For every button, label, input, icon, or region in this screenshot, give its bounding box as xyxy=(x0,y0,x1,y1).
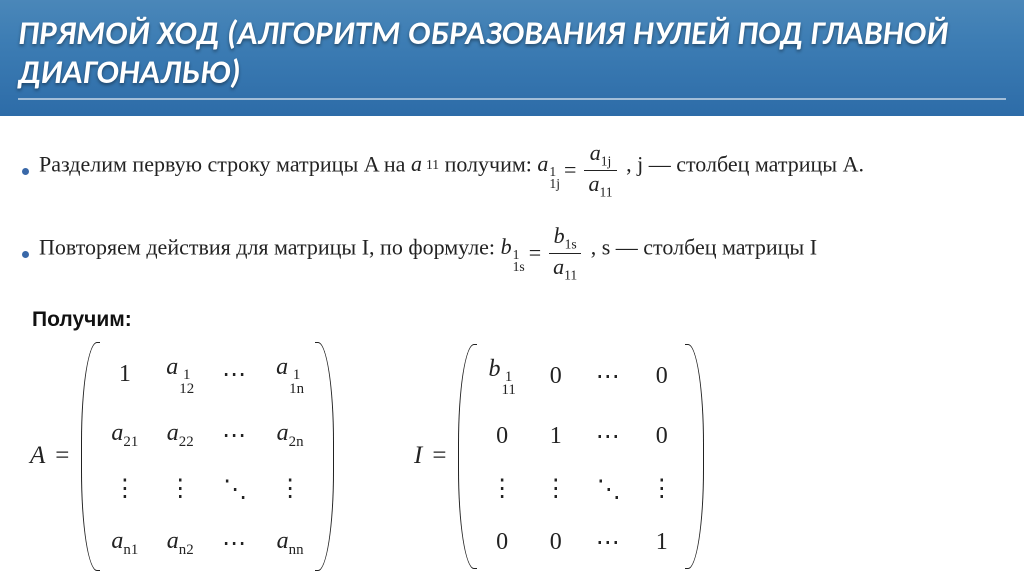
matrix-cell: 1 xyxy=(636,516,688,569)
slide-title: ПРЯМОЙ ХОД (АЛГОРИТМ ОБРАЗОВАНИЯ НУЛЕЙ П… xyxy=(18,14,1006,92)
den1-base: a xyxy=(588,171,599,196)
matrix-row: 00⋯1 xyxy=(474,516,687,569)
matrix-cell: a22 xyxy=(152,408,208,463)
num2-sub: 1s xyxy=(565,236,577,251)
matrix-cell: ⋱ xyxy=(582,463,636,516)
left-paren-icon xyxy=(456,344,474,569)
num1-sub: 1j xyxy=(601,153,612,168)
matrix-I-eq: = xyxy=(432,442,446,470)
matrix-cell: a11n xyxy=(262,342,318,408)
matrix-cell: ⋮ xyxy=(636,463,688,516)
matrix-cell: 0 xyxy=(636,410,688,463)
matrix-cell: ⋮ xyxy=(474,463,529,516)
lhs2-sub: 1s xyxy=(513,261,525,273)
matrix-cell: ⋯ xyxy=(582,516,636,569)
den2-sub: 11 xyxy=(564,267,577,282)
right-paren-icon xyxy=(688,344,706,569)
bullet-2: Повторяем действия для матрицы I, по фор… xyxy=(22,225,1002,282)
matrix-A-eq: = xyxy=(55,442,69,470)
matrix-cell: b111 xyxy=(474,344,529,410)
matrix-cell: 0 xyxy=(530,516,582,569)
bullet-2-text: Повторяем действия для матрицы I, по фор… xyxy=(39,225,817,282)
matrix-cell: 0 xyxy=(530,344,582,410)
matrix-I-parens: b1110⋯001⋯0⋮⋮⋱⋮00⋯1 xyxy=(456,344,705,569)
divisor-base: a xyxy=(411,151,422,176)
bullet-1: Разделим первую строку матрицы A на a11 … xyxy=(22,142,1002,199)
matrix-A-label: A xyxy=(30,442,45,470)
matrix-cell: ⋯ xyxy=(582,410,636,463)
matrix-cell: an2 xyxy=(152,516,208,571)
matrix-cell: ⋯ xyxy=(208,516,262,571)
lhs1-base: a xyxy=(537,151,548,176)
matrix-cell: 1 xyxy=(530,410,582,463)
bullet-2-pre: Повторяем действия для матрицы I, по фор… xyxy=(39,234,501,259)
num1-base: a xyxy=(590,140,601,165)
matrix-cell: 0 xyxy=(636,344,688,410)
bullet-1-mid: получим: xyxy=(445,151,538,176)
bullet-1-frac: a1j a11 xyxy=(584,142,616,199)
matrix-cell: ⋮ xyxy=(262,463,318,516)
bullet-2-frac: b1s a11 xyxy=(549,225,581,282)
matrix-A-parens: 1a112⋯a11na21a22⋯a2n⋮⋮⋱⋮an1an2⋯ann xyxy=(79,342,336,571)
lhs1-sub: 1j xyxy=(549,178,560,190)
matrix-cell: ⋮ xyxy=(97,463,152,516)
bullet-dot-icon xyxy=(22,168,29,175)
bullet-1-divisor: a11 xyxy=(411,150,439,179)
matrix-cell: a112 xyxy=(152,342,208,408)
right-paren-icon xyxy=(318,342,336,571)
bullet-1-post: , j — столбец матрицы A. xyxy=(626,151,864,176)
header-underline xyxy=(18,98,1006,100)
left-paren-icon xyxy=(79,342,97,571)
lhs2-base: b xyxy=(501,234,512,259)
matrix-row: 01⋯0 xyxy=(474,410,687,463)
matrix-row: ⋮⋮⋱⋮ xyxy=(97,463,318,516)
matrix-cell: 0 xyxy=(474,516,529,569)
divisor-sub: 11 xyxy=(426,156,439,174)
matrix-cell: ann xyxy=(262,516,318,571)
matrix-cell: ⋯ xyxy=(582,344,636,410)
result-label: Получим: xyxy=(32,308,1002,332)
matrix-cell: ⋮ xyxy=(530,463,582,516)
matrix-cell: ⋮ xyxy=(152,463,208,516)
bullet-1-pre: Разделим первую строку матрицы A на xyxy=(39,151,411,176)
bullet-dot-icon xyxy=(22,251,29,258)
matrix-row: 1a112⋯a11n xyxy=(97,342,318,408)
num2-base: b xyxy=(554,223,565,248)
matrix-row: an1an2⋯ann xyxy=(97,516,318,571)
slide-header: ПРЯМОЙ ХОД (АЛГОРИТМ ОБРАЗОВАНИЯ НУЛЕЙ П… xyxy=(0,0,1024,116)
matrix-row: b1110⋯0 xyxy=(474,344,687,410)
matrix-A-equation: A = 1a112⋯a11na21a22⋯a2n⋮⋮⋱⋮an1an2⋯ann xyxy=(30,342,336,571)
matrix-cell: a2n xyxy=(262,408,318,463)
bullet-1-lhs: a11j = a1j a11 xyxy=(537,142,620,199)
matrix-I-table: b1110⋯001⋯0⋮⋮⋱⋮00⋯1 xyxy=(474,344,687,569)
matrix-row: a21a22⋯a2n xyxy=(97,408,318,463)
matrix-row: ⋮⋮⋱⋮ xyxy=(474,463,687,516)
den1-sub: 11 xyxy=(599,184,612,199)
bullet-2-post: , s — столбец матрицы I xyxy=(591,234,817,259)
matrices-row: A = 1a112⋯a11na21a22⋯a2n⋮⋮⋱⋮an1an2⋯ann I… xyxy=(22,342,1002,571)
matrix-cell: 1 xyxy=(97,342,152,408)
bullet-1-text: Разделим первую строку матрицы A на a11 … xyxy=(39,142,864,199)
matrix-I-equation: I = b1110⋯001⋯0⋮⋮⋱⋮00⋯1 xyxy=(414,344,706,569)
eq-sign-2: = xyxy=(529,239,541,268)
bullet-2-lhs: b11s = b1s a11 xyxy=(501,225,586,282)
den2-base: a xyxy=(553,254,564,279)
matrix-cell: ⋯ xyxy=(208,342,262,408)
slide-body: Разделим первую строку матрицы A на a11 … xyxy=(0,116,1024,574)
matrix-I-label: I xyxy=(414,442,422,470)
matrix-cell: 0 xyxy=(474,410,529,463)
matrix-cell: a21 xyxy=(97,408,152,463)
matrix-cell: ⋱ xyxy=(208,463,262,516)
matrix-A-table: 1a112⋯a11na21a22⋯a2n⋮⋮⋱⋮an1an2⋯ann xyxy=(97,342,318,571)
matrix-cell: ⋯ xyxy=(208,408,262,463)
eq-sign-1: = xyxy=(564,156,576,185)
matrix-cell: an1 xyxy=(97,516,152,571)
